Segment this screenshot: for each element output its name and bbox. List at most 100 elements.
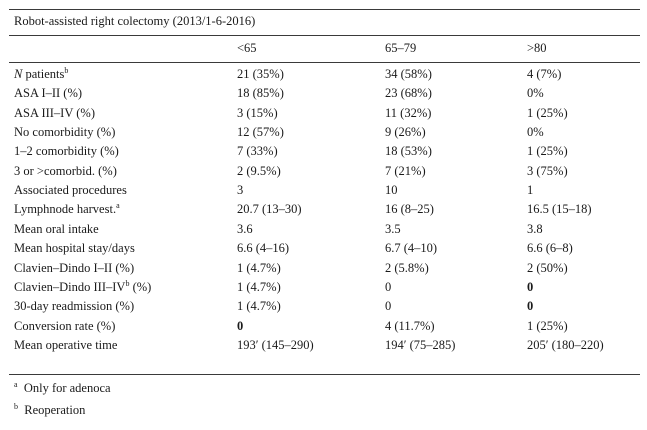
table-row: N patientsb 21 (35%) 34 (58%) 4 (7%) — [0, 66, 647, 86]
cell-over-80: 205′ (180–220) — [527, 337, 604, 352]
cell-over-80: 0 — [527, 299, 534, 314]
cell-65-79: 194′ (75–285) — [385, 337, 456, 352]
cell-over-80: 4 (7%) — [527, 67, 562, 81]
row-label: 1–2 comorbidity (%) — [14, 144, 119, 159]
table-title: Robot-assisted right colectomy (2013/1-6… — [14, 14, 256, 28]
cell-over-80: 0% — [527, 86, 544, 101]
cell-under-65: 2 (9.5%) — [237, 163, 281, 178]
footnote-mark: b — [14, 402, 18, 411]
row-label: ASA III–IV (%) — [14, 106, 95, 121]
cell-under-65: 18 (85%) — [237, 86, 284, 101]
row-label-rest: patients — [22, 67, 65, 81]
cell-under-65: 1 (4.7%) — [237, 279, 281, 294]
cell-65-79: 7 (21%) — [385, 163, 426, 178]
row-label: ASA I–II (%) — [14, 86, 82, 101]
cell-65-79: 18 (53%) — [385, 144, 432, 159]
cell-65-79: 23 (68%) — [385, 86, 432, 101]
cell-under-65: 193′ (145–290) — [237, 337, 314, 352]
cell-under-65: 1 (4.7%) — [237, 260, 281, 275]
table-row: 30-day readmission (%) 1 (4.7%) 0 0 — [0, 299, 647, 318]
row-label: 3 or >comorbid. (%) — [14, 164, 117, 179]
table-row: Clavien–Dindo III–IVb (%) 1 (4.7%) 0 0 — [0, 278, 647, 299]
row-label: Mean oral intake — [14, 222, 99, 237]
table-row: No comorbidity (%) 12 (57%) 9 (26%) 0% — [0, 125, 647, 144]
row-label: Clavien–Dindo III–IVb (%) — [14, 278, 152, 295]
footnote-mark: a — [14, 380, 18, 389]
table-row: Associated procedures 3 10 1 — [0, 183, 647, 202]
table-top-rule — [9, 9, 640, 10]
cell-65-79: 0 — [385, 279, 392, 294]
cell-65-79: 10 — [385, 183, 398, 198]
column-header-under-65: <65 — [237, 41, 257, 55]
table-row: Clavien–Dindo I–II (%) 1 (4.7%) 2 (5.8%) 2 … — [0, 261, 647, 280]
cell-over-80: 1 (25%) — [527, 144, 568, 159]
cell-over-80: 1 — [527, 183, 534, 198]
row-label-text: ASA III–IV (%) — [14, 105, 96, 120]
cell-under-65: 0 — [237, 318, 244, 333]
table-row: Mean hospital stay/days 6.6 (4–16) 6.7 (4–… — [0, 241, 647, 260]
footnote-b: b Reoperation — [14, 402, 85, 418]
cell-under-65: 21 (35%) — [237, 67, 284, 81]
cell-65-79: 3.5 — [385, 221, 401, 236]
row-label: N patientsb — [14, 66, 69, 82]
cell-65-79: 16 (8–25) — [385, 202, 434, 217]
row-label-text: 1–2 comorbidity (%) — [14, 144, 119, 159]
column-header-65-79: 65–79 — [385, 41, 417, 55]
cell-65-79: 4 (11.7%) — [385, 318, 435, 333]
row-label-text: Lymphnode harvest. — [14, 202, 117, 217]
row-label: Lymphnode harvest.a — [14, 201, 120, 217]
cell-over-80: 6.6 (6–8) — [527, 241, 573, 256]
cell-under-65: 1 (4.7%) — [237, 299, 281, 314]
table-row: 1–2 comorbidity (%) 7 (33%) 18 (53%) 1 (25%… — [0, 144, 647, 163]
table-row: Mean oral intake 3.6 3.5 3.8 — [0, 222, 647, 241]
cell-over-80: 1 (25%) — [527, 318, 568, 333]
cell-65-79: 34 (58%) — [385, 67, 432, 81]
row-label-text: Clavien–Dindo I–II (%) — [14, 260, 135, 275]
table-header-rule — [9, 62, 640, 63]
table-row: Lymphnode harvest.a 20.7 (13–30) 16 (8–25)… — [0, 201, 647, 221]
row-label-suffix: (%) — [129, 279, 152, 294]
footnote-reference: a — [116, 201, 120, 211]
cell-under-65: 3 (15%) — [237, 105, 278, 120]
table-row: ASA III–IV (%) 3 (15%) 11 (32%) 1 (25%) — [0, 106, 647, 125]
footnote-reference: b — [125, 278, 130, 288]
cell-over-80: 2 (50%) — [527, 260, 568, 275]
cell-under-65: 20.7 (13–30) — [237, 202, 302, 217]
row-label-text: Mean operative time — [14, 337, 118, 352]
row-label: No comorbidity (%) — [14, 125, 115, 140]
cell-under-65: 7 (33%) — [237, 144, 278, 159]
cell-over-80: 1 (25%) — [527, 105, 568, 120]
cell-under-65: 3.6 — [237, 221, 253, 236]
row-label-text: Mean hospital stay/days — [14, 241, 135, 256]
footnote-a: a Only for adenoca — [14, 380, 111, 396]
cell-65-79: 6.7 (4–10) — [385, 241, 438, 256]
column-header-over-80: >80 — [527, 41, 547, 55]
row-label-text: Clavien–Dindo III–IV — [14, 279, 126, 294]
footnote-text: Only for adenoca — [23, 381, 111, 395]
row-label-text: 30-day readmission (%) — [14, 299, 135, 314]
cell-65-79: 2 (5.8%) — [385, 260, 429, 275]
cell-under-65: 12 (57%) — [237, 125, 284, 140]
row-label: Mean operative time — [14, 338, 117, 353]
cell-under-65: 3 — [237, 183, 244, 198]
row-label-text: ASA I–II (%) — [14, 86, 83, 101]
table-row: ASA I–II (%) 18 (85%) 23 (68%) 0% — [0, 86, 647, 105]
cell-65-79: 0 — [385, 299, 392, 314]
cell-over-80: 0 — [527, 279, 534, 294]
footnote-reference: b — [64, 66, 69, 75]
row-label-text: Conversion rate (%) — [14, 318, 116, 333]
row-label-text: Associated procedures — [14, 183, 127, 198]
row-label-text: Mean oral intake — [14, 221, 99, 236]
row-label: Mean hospital stay/days — [14, 241, 135, 256]
table-bottom-rule — [9, 374, 640, 375]
cell-65-79: 11 (32%) — [385, 105, 432, 120]
row-label-italic: N — [14, 67, 23, 81]
cell-over-80: 3 (75%) — [527, 163, 568, 178]
cell-over-80: 3.8 — [527, 221, 543, 236]
row-label: Conversion rate (%) — [14, 319, 115, 334]
cell-over-80: 0% — [527, 125, 544, 140]
cell-over-80: 16.5 (15–18) — [527, 202, 592, 217]
row-label: Clavien–Dindo I–II (%) — [14, 261, 134, 276]
table-row: 3 or >comorbid. (%) 2 (9.5%) 7 (21%) 3 (75%… — [0, 164, 647, 183]
